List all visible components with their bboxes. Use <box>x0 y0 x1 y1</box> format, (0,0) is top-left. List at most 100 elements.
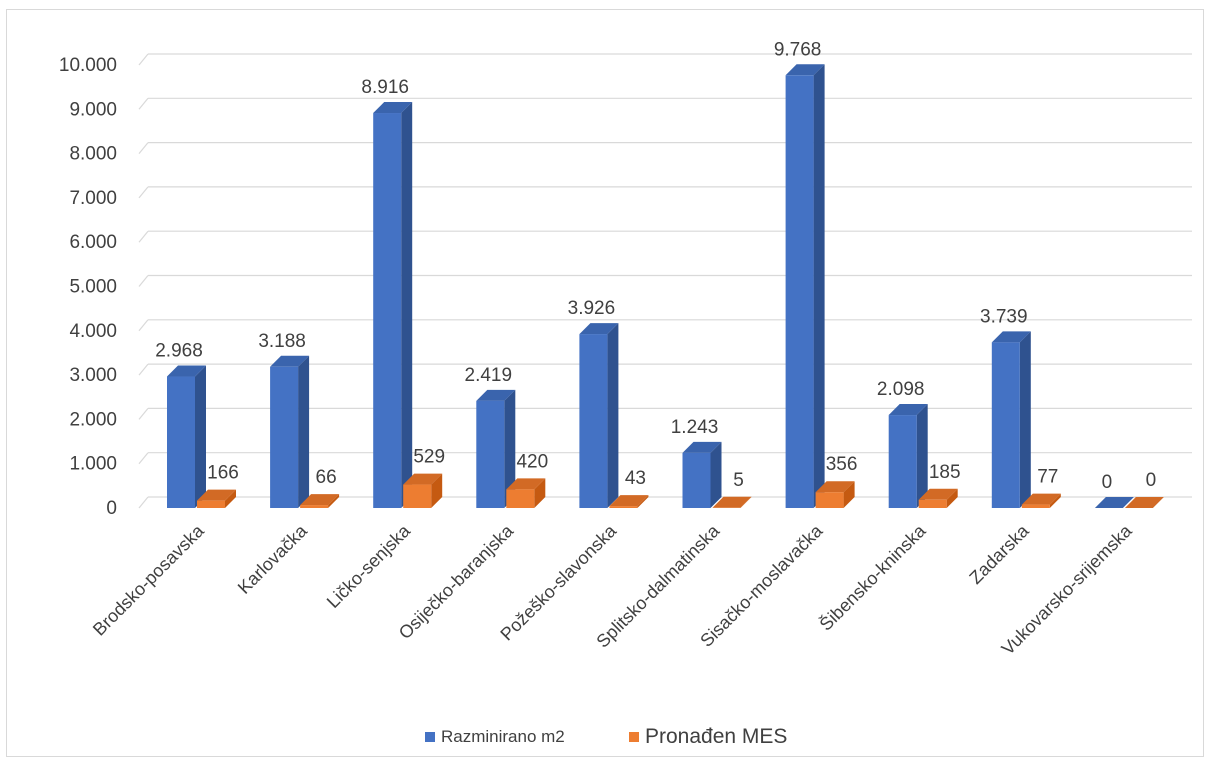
bar-razminirano <box>785 64 825 509</box>
y-tick-label: 4.000 <box>69 321 117 342</box>
data-label-pronaden-mes: 77 <box>1037 467 1058 488</box>
bar-razminirano-front <box>476 400 505 508</box>
bar-razminirano <box>476 389 516 508</box>
data-label-razminirano: 2.098 <box>877 379 925 400</box>
bar-pronaden-mes <box>506 478 546 508</box>
y-tick-label: 8.000 <box>69 144 117 165</box>
gridline-depth <box>138 496 149 509</box>
y-tick-label: 3.000 <box>69 365 117 386</box>
gridline-depth <box>138 319 149 332</box>
bar-pronaden-mes-side <box>946 488 958 508</box>
bar-razminirano-top <box>167 365 206 377</box>
y-tick-label: 6.000 <box>69 232 117 253</box>
category-label: Osiječko-baranjska <box>395 520 518 643</box>
data-label-pronaden-mes: 0 <box>1146 470 1157 491</box>
bar-pronaden-mes <box>918 488 958 508</box>
y-tick-label: 7.000 <box>69 188 117 209</box>
bar-razminirano-side <box>401 102 413 508</box>
bar-razminirano-side <box>710 441 722 508</box>
data-label-pronaden-mes: 43 <box>625 468 646 489</box>
data-label-pronaden-mes: 5 <box>733 470 744 491</box>
y-tick-label: 5.000 <box>69 277 117 298</box>
category-label: Ličko-senjska <box>323 520 415 612</box>
gridline-depth <box>138 142 149 154</box>
gridline-depth <box>138 230 149 243</box>
bar-pronaden-mes <box>1124 497 1164 508</box>
data-label-razminirano: 9.768 <box>774 39 822 60</box>
bar-razminirano-side <box>813 64 825 509</box>
bar-pronaden-mes-top <box>403 473 443 485</box>
bar-pronaden-mes-front <box>403 484 432 508</box>
bar-pronaden-mes-side <box>534 478 546 508</box>
bar-pronaden-mes-front <box>197 500 225 508</box>
bar-pronaden-mes <box>609 495 649 508</box>
gridline-depth <box>138 363 149 376</box>
bar-pronaden-mes <box>197 489 236 508</box>
data-label-razminirano: 8.916 <box>361 77 409 98</box>
bar-razminirano <box>373 102 413 508</box>
category-labels: Brodsko-posavska Karlovačka Ličko-senjskaO… <box>89 519 1136 659</box>
bar-pronaden-mes <box>712 496 752 508</box>
legend-label-razminirano: Razminirano m2 <box>441 727 565 746</box>
bar-pronaden-mes-top <box>300 494 340 506</box>
bar-pronaden-mes-top <box>197 489 236 501</box>
gridline-depth <box>138 53 149 66</box>
gridline-depth <box>138 186 149 199</box>
data-label-razminirano: 2.968 <box>155 341 203 362</box>
bar-pronaden-mes-side <box>637 495 649 508</box>
bar-razminirano <box>991 331 1031 508</box>
y-tick-label: 1.000 <box>69 454 117 475</box>
data-label-pronaden-mes: 66 <box>316 467 337 488</box>
data-label-razminirano: 3.926 <box>568 298 616 319</box>
data-label-pronaden-mes: 420 <box>516 451 548 472</box>
bar-razminirano-front <box>270 366 299 508</box>
category-label: Požeško-slavonska <box>496 520 620 644</box>
bar-pronaden-mes-top <box>506 478 546 490</box>
y-tick-label: 10.000 <box>59 55 117 76</box>
bar-razminirano-side <box>195 365 206 508</box>
bar-pronaden-mes <box>403 473 443 508</box>
gridline-depth <box>138 97 149 110</box>
bar-pronaden-mes-top <box>1124 497 1164 508</box>
bar-pronaden-mes-front <box>815 492 844 508</box>
data-label-pronaden-mes: 185 <box>929 462 961 483</box>
bar-razminirano-front <box>785 75 814 509</box>
bar-pronaden-mes-front <box>609 506 638 508</box>
bar-razminirano-top <box>270 355 310 367</box>
data-label-razminirano: 2.419 <box>465 365 513 386</box>
bar-razminirano <box>270 355 310 508</box>
gridline-depth <box>138 452 149 465</box>
category-label: Brodsko-posavska <box>89 520 209 640</box>
legend-swatch-razminirano <box>425 732 435 742</box>
bar-razminirano-top <box>785 64 825 76</box>
bar-razminirano-side <box>916 404 928 508</box>
y-tick-label: 9.000 <box>69 99 117 120</box>
data-label-razminirano: 0 <box>1102 472 1113 493</box>
data-label-pronaden-mes: 166 <box>207 463 239 484</box>
bar-pronaden-mes-side <box>740 496 752 508</box>
bar-razminirano-top <box>579 323 619 335</box>
bar-pronaden-mes-top <box>1021 493 1061 505</box>
bar-razminirano-side <box>607 323 619 508</box>
bar-razminirano <box>167 365 206 508</box>
bar-razminirano <box>579 323 619 508</box>
bar-razminirano-top <box>373 102 413 114</box>
data-label-razminirano: 3.739 <box>980 306 1028 327</box>
bar-razminirano-front <box>991 342 1020 508</box>
y-tick-label: 0 <box>106 498 117 519</box>
bar-razminirano-side <box>298 355 310 508</box>
legend-swatch-pronaden-mes <box>629 732 639 742</box>
bar-razminirano-front <box>373 113 402 508</box>
bar-pronaden-mes-side <box>843 481 855 508</box>
bar-razminirano-top <box>991 331 1031 343</box>
bar-razminirano-top <box>1094 497 1134 508</box>
bar-pronaden-mes-side <box>1049 493 1061 508</box>
bar-pronaden-mes-front <box>1021 504 1050 508</box>
bar-razminirano-front <box>682 452 711 508</box>
gridline-depth <box>138 275 149 287</box>
bar-razminirano-front <box>888 415 917 508</box>
y-axis-ticks: 0 1.000 2.000 3.000 4.000 5.000 6.000 7.000 8.00… <box>59 55 117 519</box>
bar-pronaden-mes-side <box>225 489 236 508</box>
category-label: Šibensko-kninska <box>815 519 930 634</box>
